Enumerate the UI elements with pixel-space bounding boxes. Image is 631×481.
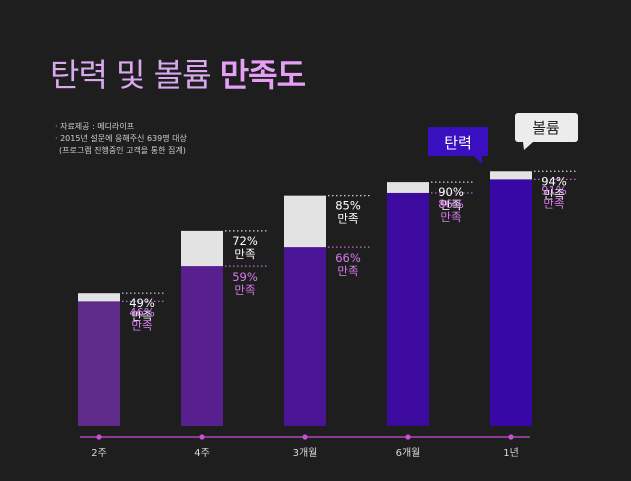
data-label-volume: 94% <box>541 174 567 188</box>
data-label-volume-word: 만족 <box>131 309 152 323</box>
bar-elasticity <box>78 301 120 426</box>
data-label-elasticity: 91% <box>541 183 567 197</box>
data-label-elasticity: 59% <box>232 270 258 284</box>
data-label-elasticity-word: 만족 <box>440 210 461 224</box>
data-label-volume-word: 만족 <box>337 212 358 226</box>
x-tick-label: 3개월 <box>293 447 318 459</box>
data-label-elasticity-word: 만족 <box>234 283 255 297</box>
bar-elasticity <box>284 247 326 426</box>
data-label-volume-word: 만족 <box>543 187 564 201</box>
bar-elasticity <box>181 266 223 426</box>
title: 탄력 및 볼륨 만족도 <box>50 50 306 96</box>
legend-elasticity-label: 탄력 <box>444 134 472 152</box>
data-label-elasticity: 86% <box>438 197 464 211</box>
x-tick-label: 2주 <box>91 448 107 459</box>
axis-marker <box>96 434 102 440</box>
axis-marker <box>405 434 411 440</box>
data-label-volume: 90% <box>438 185 464 199</box>
note-survey: · 2015년 설문에 응해주신 639명 대상 <box>55 134 187 143</box>
data-label-volume: 72% <box>232 234 258 248</box>
axis-marker <box>302 434 308 440</box>
legend-volume-label: 볼륨 <box>532 119 560 137</box>
bar-elasticity <box>387 192 429 426</box>
x-tick-label: 4주 <box>194 448 210 459</box>
axis-marker <box>508 434 514 440</box>
axis-marker <box>199 434 205 440</box>
legend-volume-pointer <box>523 142 533 150</box>
note-survey-detail: (프로그램 진행중인 고객을 통한 집계) <box>59 146 186 155</box>
data-label-volume-word: 만족 <box>234 247 255 261</box>
legend-elasticity-pointer <box>474 156 482 164</box>
x-tick-label: 1년 <box>503 447 519 459</box>
data-label-elasticity-word: 만족 <box>337 264 358 278</box>
data-label-volume: 85% <box>335 199 361 213</box>
x-tick-label: 6개월 <box>396 447 421 459</box>
data-label-elasticity: 66% <box>335 251 361 265</box>
title-emphasis: 만족도 <box>219 56 306 94</box>
data-label-volume-word: 만족 <box>440 198 461 212</box>
data-label-elasticity: 46% <box>129 305 155 319</box>
data-label-elasticity-word: 만족 <box>543 196 564 210</box>
legend-elasticity-swatch <box>428 127 488 156</box>
note-source: · 자료제공 : 메디라이프 <box>55 122 135 131</box>
source-notes: · 자료제공 : 메디라이프 · 2015년 설문에 응해주신 639명 대상 … <box>55 121 187 157</box>
legend-volume-swatch <box>515 113 578 142</box>
data-label-volume: 49% <box>129 296 155 310</box>
data-label-elasticity-word: 만족 <box>131 318 152 332</box>
bar-elasticity <box>490 179 532 426</box>
title-normal: 탄력 및 볼륨 <box>50 56 212 94</box>
